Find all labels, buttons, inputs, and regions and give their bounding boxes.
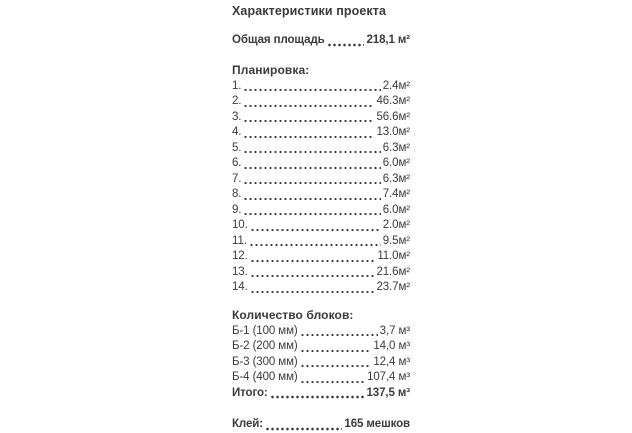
layout-row-area: 7.4м² [382,188,410,200]
blocks-list: Б-1 (100 мм) 3,7 м³ Б-2 (200 мм) 14,0 м³… [232,324,410,386]
layout-row-area: 13.0м² [376,126,410,138]
total-area-row: Общая площадь 218,1 м² [232,33,410,49]
dot-leader [243,165,381,170]
glue-label: Клей: [232,418,263,430]
dot-leader [243,181,381,185]
blocks-total-label: Итого: [232,386,268,399]
dot-leader [299,348,372,353]
layout-row: 3. 56.6м² [232,110,410,126]
layout-row-number: 9. [232,203,242,216]
dot-leader [299,364,372,368]
block-row: Б-2 (200 мм) 14,0 м³ [232,339,410,355]
layout-row-area: 46.3м² [376,95,410,107]
layout-row-area: 6.0м² [382,157,410,169]
layout-row: 1. 2.4м² [232,79,410,95]
layout-row: 14. 23.7м² [232,280,410,296]
layout-row-area: 6.3м² [382,172,410,185]
layout-section: Планировка: 1. 2.4м² 2. 46.3м² 3. [232,63,410,296]
block-row-label: Б-2 (200 мм) [232,340,298,352]
layout-row-area: 23.7м² [376,281,410,293]
dot-leader [243,88,381,92]
layout-row-number: 11. [232,234,247,247]
block-row-volume: 3,7 м³ [379,324,410,337]
layout-row-number: 1. [232,79,242,92]
blocks-total-row: Итого: 137,5 м³ [232,386,410,402]
layout-row-area: 2.0м² [382,219,410,231]
blocks-section: Количество блоков: Б-1 (100 мм) 3,7 м³ Б… [232,308,410,402]
block-row: Б-4 (400 мм) 107,4 м³ [232,370,410,386]
layout-row-number: 7. [232,172,242,185]
layout-row-area: 56.6м² [376,110,410,123]
dot-leader [249,289,375,294]
layout-row-number: 13. [232,265,248,278]
dot-leader [243,150,381,154]
glue-value: 165 мешков [344,418,410,430]
layout-row-number: 12. [232,250,248,262]
dot-leader [269,395,365,399]
block-row: Б-3 (300 мм) 12,4 м³ [232,355,410,371]
dot-leader [248,243,381,247]
blocks-section-header: Количество блоков: [232,307,354,322]
page-title: Характеристики проекта [232,4,387,18]
block-row-volume: 107,4 м³ [367,371,410,383]
layout-list: 1. 2.4м² 2. 46.3м² 3. 56.6м² 4. [232,79,410,296]
dot-leader [243,134,375,139]
layout-section-header: Планировка: [232,62,310,77]
dot-leader [243,119,375,123]
total-area-value: 218,1 м² [366,34,410,46]
layout-row-number: 2. [232,95,242,107]
dot-leader [243,196,381,201]
dot-leader [249,227,381,232]
layout-row: 13. 21.6м² [232,265,410,281]
dot-leader [243,103,375,108]
layout-row: 5. 6.3м² [232,141,410,157]
layout-row-number: 14. [232,281,248,293]
layout-row-number: 6. [232,157,242,169]
layout-row: 10. 2.0м² [232,218,410,234]
layout-row: 8. 7.4м² [232,187,410,203]
layout-row-number: 10. [232,219,248,231]
block-row-label: Б-4 (400 мм) [232,371,298,383]
dot-leader [249,258,376,263]
layout-row: 9. 6.0м² [232,203,410,219]
dot-leader [299,333,378,337]
layout-row-area: 6.0м² [382,203,410,216]
layout-row: 4. 13.0м² [232,125,410,141]
block-row-volume: 14,0 м³ [373,340,410,352]
layout-row: 7. 6.3м² [232,172,410,188]
block-row: Б-1 (100 мм) 3,7 м³ [232,324,410,340]
dot-leader [299,379,366,384]
layout-row-area: 9.5м² [382,234,410,247]
blocks-total-value: 137,5 м³ [366,386,410,399]
layout-row-number: 4. [232,126,242,138]
layout-row-number: 3. [232,110,242,123]
dot-leader [264,426,343,431]
block-row-label: Б-3 (300 мм) [232,355,298,368]
layout-row: 12. 11.0м² [232,249,410,265]
layout-row-area: 21.6м² [376,265,410,278]
layout-row: 11. 9.5м² [232,234,410,250]
layout-row-number: 5. [232,141,242,154]
glue-row: Клей: 165 мешков [232,417,410,433]
project-specs-panel: Характеристики проекта Общая площадь 218… [232,4,410,433]
layout-row-area: 6.3м² [382,141,410,154]
dot-leader [249,274,375,278]
block-row-volume: 12,4 м³ [373,355,410,368]
total-area-label: Общая площадь [232,34,325,46]
layout-row-area: 2.4м² [382,79,410,92]
block-row-label: Б-1 (100 мм) [232,324,298,337]
dot-leader [243,212,381,216]
layout-row: 2. 46.3м² [232,94,410,110]
layout-row-number: 8. [232,188,242,200]
layout-row-area: 11.0м² [377,250,410,262]
dot-leader [326,42,365,47]
layout-row: 6. 6.0м² [232,156,410,172]
